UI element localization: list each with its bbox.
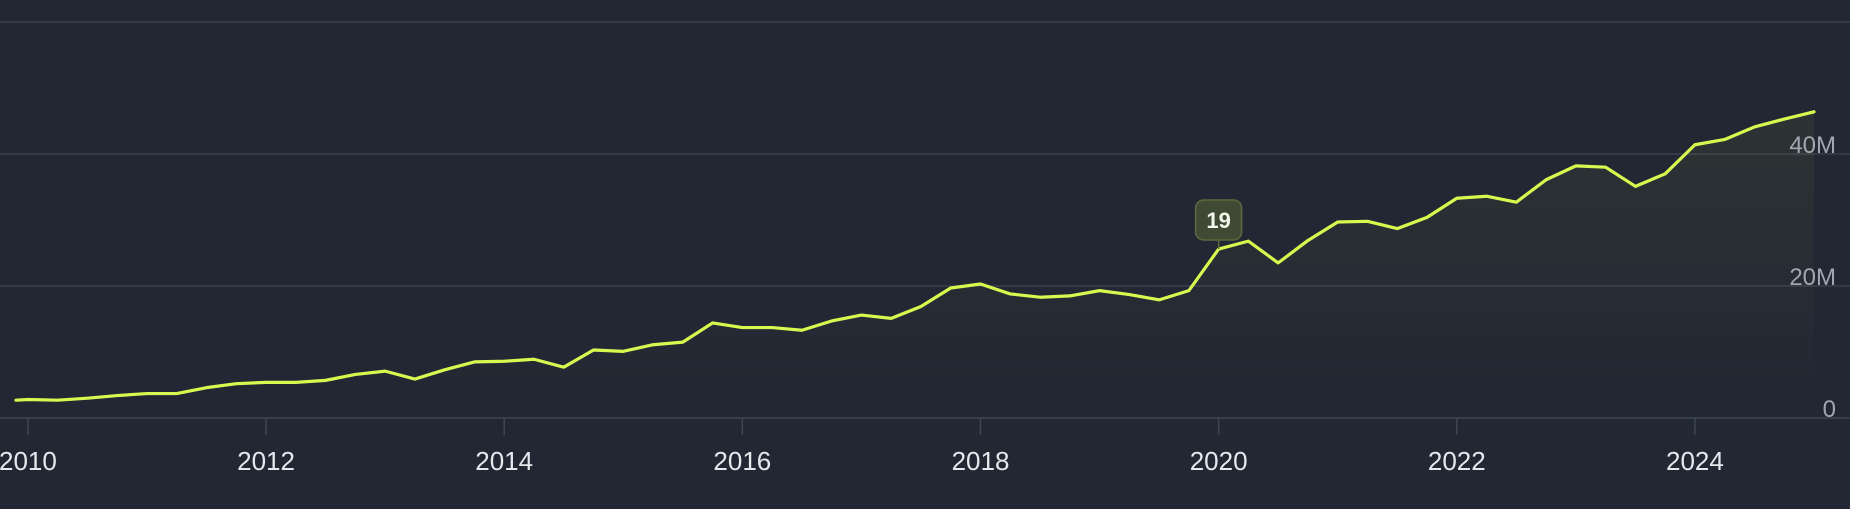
x-tick-label: 2010 (0, 446, 57, 476)
x-tick-label: 2014 (475, 446, 533, 476)
x-tick-label: 2018 (952, 446, 1010, 476)
area-layer (16, 111, 1814, 418)
series-area-fill (16, 111, 1814, 418)
y-tick-label: 0 (1823, 396, 1836, 423)
x-tick-label: 2022 (1428, 446, 1486, 476)
y-tick-label: 40M (1789, 132, 1836, 159)
y-axis: 0 20M 40M (1789, 132, 1836, 423)
x-tick-label: 2012 (237, 446, 295, 476)
x-tick-label: 2016 (713, 446, 771, 476)
annotation-layer: 19 (1194, 199, 1243, 250)
series-line (14, 110, 1816, 402)
y-tick-label: 20M (1789, 264, 1836, 291)
x-tick-label: 2020 (1190, 446, 1248, 476)
x-axis: 2010 2012 2014 2016 2018 2020 2022 2024 (0, 418, 1724, 476)
annotation-badge[interactable] (1194, 199, 1243, 241)
annotation-label: 19 (1206, 208, 1230, 233)
x-tick-label: 2024 (1666, 446, 1724, 476)
line-layer (14, 110, 1816, 402)
